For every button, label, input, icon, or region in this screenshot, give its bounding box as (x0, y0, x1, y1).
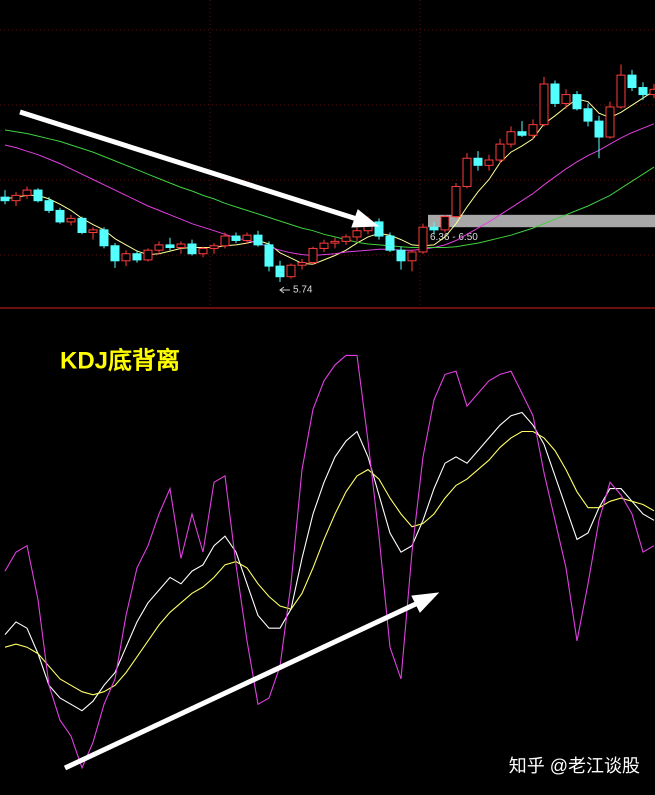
candle-body (385, 235, 395, 251)
candle-body (319, 242, 329, 249)
candle-body (583, 108, 593, 122)
candle-body (330, 240, 340, 244)
candle-body (616, 74, 626, 108)
watermark: 知乎 @老江谈股 (509, 756, 640, 776)
candle-body (286, 264, 296, 278)
candle-body (451, 186, 461, 218)
candle-body (407, 251, 417, 262)
series-line (4, 411, 655, 712)
candle-body (154, 244, 164, 251)
candle-body (110, 245, 120, 262)
price-pane: 6.36 - 6.50 5.74 (0, 64, 655, 296)
arrows (19, 109, 440, 771)
candle-body (44, 200, 54, 211)
arrow-head (411, 592, 440, 613)
candle-body (0, 196, 10, 202)
candle-body (242, 234, 252, 241)
band-label: 6.36 - 6.50 (430, 232, 478, 243)
arrow-shaft (19, 109, 361, 223)
candle-body (132, 253, 142, 261)
candle-body (484, 159, 494, 166)
arrow-head (351, 209, 380, 228)
candle-body (22, 189, 32, 196)
candle-body (506, 131, 516, 145)
candle-body (462, 157, 472, 188)
candle-body (121, 253, 131, 262)
series-line (4, 123, 655, 257)
candle-body (33, 189, 43, 202)
candle-body (165, 244, 175, 249)
candle-body (572, 94, 582, 110)
candle-body (264, 244, 274, 267)
candle-body (231, 235, 241, 241)
candle-body (627, 74, 637, 89)
candle-body (473, 157, 483, 166)
candle-body (649, 88, 655, 96)
candle-body (297, 262, 307, 266)
candle-body (352, 230, 362, 238)
candle-body (594, 120, 604, 138)
candle-body (187, 243, 197, 255)
candle-body (77, 217, 87, 234)
candle-body (528, 124, 538, 136)
candle-body (440, 216, 450, 231)
series-line (4, 354, 655, 770)
series-line (4, 430, 655, 696)
candle-body (11, 194, 21, 202)
candle-body (561, 94, 571, 104)
grid-dots (0, 0, 655, 305)
candle-body (495, 143, 505, 161)
candle-body (638, 87, 648, 96)
arrow-shaft (63, 599, 422, 771)
candle-body (99, 229, 109, 247)
candle-body (308, 247, 318, 264)
candle-body (275, 265, 285, 278)
candle-body (374, 221, 384, 237)
candle-body (539, 83, 549, 126)
label-arrow-head (279, 286, 285, 294)
candle-body (605, 106, 615, 138)
kdj-pane (4, 354, 655, 770)
candle-body (220, 235, 230, 247)
candle-body (418, 226, 428, 253)
candle-body (176, 243, 186, 249)
candle-body (88, 229, 98, 234)
kdj-title: KDJ底背离 (60, 346, 180, 374)
candle-body (341, 236, 351, 242)
price-band (428, 214, 655, 228)
candle-body (66, 217, 76, 223)
series-line (4, 129, 655, 248)
candle-body (396, 249, 406, 262)
candle-body (209, 245, 219, 249)
candle-body (253, 234, 263, 246)
candle-body (55, 209, 65, 223)
candle-body (198, 247, 208, 255)
low-label: 5.74 (293, 285, 313, 296)
candle-body (517, 131, 527, 136)
candle-body (143, 249, 153, 261)
candle-body (429, 226, 439, 231)
candle-body (550, 83, 560, 104)
